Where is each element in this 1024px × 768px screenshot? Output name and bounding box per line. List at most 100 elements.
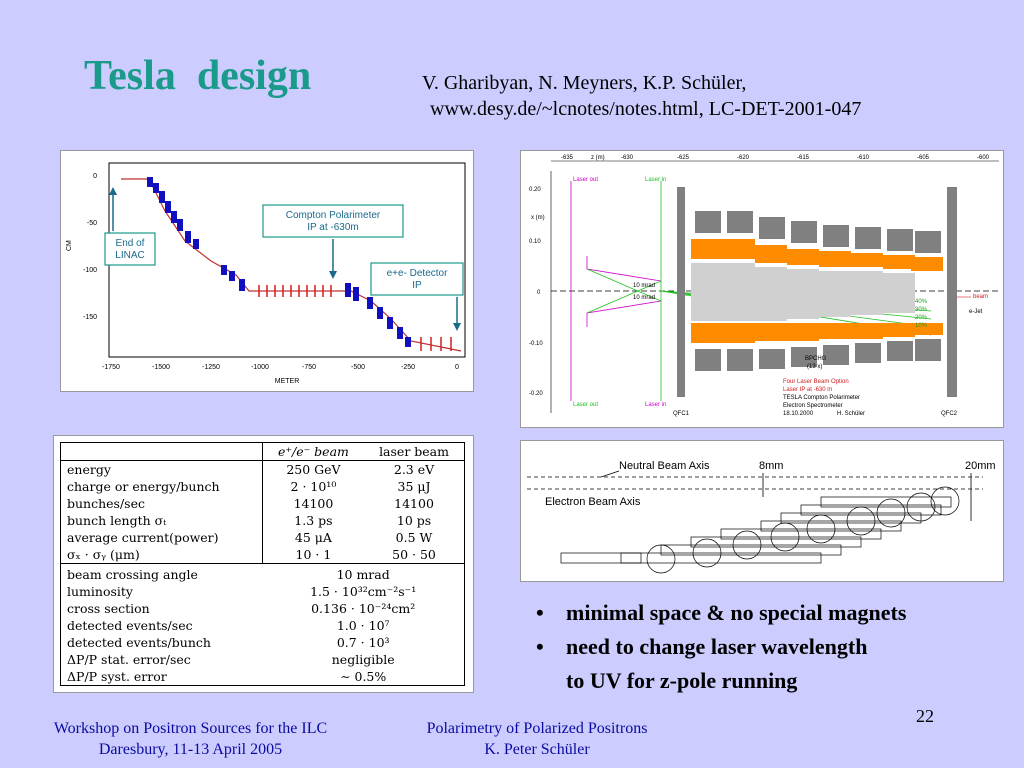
x-tick: -250 bbox=[401, 364, 415, 371]
svg-text:-635: -635 bbox=[561, 155, 574, 161]
bullet-list: • minimal space & no special magnets • nee… bbox=[536, 596, 906, 698]
table-row: luminosity 1.5 · 10³²cm⁻²s⁻¹ bbox=[61, 583, 464, 600]
table-cell: 1.3 ps bbox=[261, 512, 365, 529]
bullet-continuation: to UV for z-pole running bbox=[566, 668, 798, 693]
top-ticks: -635 z (m) -630 -625 -620 -615 -610 -605… bbox=[561, 155, 990, 161]
footer-location: Daresbury, 11-13 April 2005 bbox=[98, 741, 283, 758]
angle-label: 10 mrad bbox=[633, 283, 655, 289]
table-row: σₓ · σᵧ (μm) 10 · 1 50 · 50 bbox=[61, 546, 464, 564]
table-row: detected events/bunch 0.7 · 10³ bbox=[61, 634, 464, 651]
footer-speaker: K. Peter Schüler bbox=[484, 741, 590, 758]
caption-red: Four Laser Beam Option bbox=[783, 379, 849, 385]
table-cell: beam crossing angle bbox=[67, 567, 198, 582]
table-cell: cross section bbox=[67, 601, 150, 616]
table-row: bunch length σₜ 1.3 ps 10 ps bbox=[61, 512, 464, 529]
detector-strips bbox=[560, 486, 960, 574]
table-cell: 14100 bbox=[394, 496, 434, 511]
magnet-blocks bbox=[147, 177, 411, 347]
svg-text:-605: -605 bbox=[917, 155, 930, 161]
svg-text:-0.10: -0.10 bbox=[529, 341, 543, 347]
parameter-table: e⁺/e⁻ beam laser beam energy 250 GeV 2.3 e… bbox=[61, 443, 464, 685]
table-cell: 2 · 10¹⁰ bbox=[261, 478, 365, 495]
caption: H. Schüler bbox=[837, 411, 865, 417]
table-row: bunches/sec 14100 14100 bbox=[61, 495, 464, 512]
dipole-magnets bbox=[691, 211, 943, 371]
table-cell: bunches/sec bbox=[67, 496, 145, 511]
table-header: laser beam bbox=[379, 444, 449, 459]
quad-label: QFC1 bbox=[673, 411, 690, 417]
svg-text:Laser in: Laser in bbox=[645, 177, 666, 183]
x-tick: -1500 bbox=[152, 364, 170, 371]
svg-text:0.20: 0.20 bbox=[529, 187, 541, 193]
laser-labels: Laser out Laser in Laser out Laser in bbox=[573, 177, 666, 408]
polarimeter-label: Compton Polarimeter bbox=[286, 210, 381, 221]
quad-yoke-right bbox=[947, 187, 957, 397]
detector-box bbox=[370, 262, 464, 296]
caption: Electron Spectrometer bbox=[783, 403, 843, 409]
linac-label: End of bbox=[116, 238, 145, 249]
page-number: 22 bbox=[916, 706, 934, 726]
page-title: Tesla design bbox=[84, 53, 312, 99]
svg-text:-0.20: -0.20 bbox=[529, 391, 543, 397]
table-header: e⁺/e⁻ beam bbox=[261, 443, 365, 461]
table-cell: average current(power) bbox=[67, 530, 219, 545]
bullet-item: • minimal space & no special magnets bbox=[536, 600, 907, 625]
y-axis-label: CM bbox=[66, 240, 73, 251]
dim-8mm: 8mm bbox=[759, 460, 783, 472]
x-tick: -1000 bbox=[251, 364, 269, 371]
svg-text:z (m): z (m) bbox=[591, 155, 605, 161]
ejet-label: e-Jet bbox=[969, 309, 983, 315]
table-cell: 14100 bbox=[261, 495, 365, 512]
magnet-label: (13 x) bbox=[807, 364, 822, 370]
detector-geometry-figure: Neutral Beam Axis Electron Beam Axis 8mm… bbox=[520, 440, 1004, 582]
table-row: average current(power) 45 μA 0.5 W bbox=[61, 529, 464, 546]
caption: 18.10.2000 bbox=[783, 411, 814, 417]
bullet-item: • need to change laser wavelength bbox=[536, 634, 868, 659]
caption: TESLA Compton Polarimeter bbox=[783, 395, 860, 401]
y-tick: -50 bbox=[87, 220, 97, 227]
detector-label: e+e- Detector bbox=[387, 268, 449, 279]
table-row: ΔP/P stat. error/sec negligible bbox=[61, 651, 464, 668]
svg-text:Laser out: Laser out bbox=[573, 402, 598, 408]
table-cell: charge or energy/bunch bbox=[67, 479, 220, 494]
beam-label: beam bbox=[973, 294, 988, 300]
linac-label: LINAC bbox=[115, 250, 144, 261]
footer-talk-title: Polarimetry of Polarized Positrons bbox=[426, 720, 648, 737]
percent-labels: 40% 30% 20% 10% bbox=[915, 299, 928, 329]
table-cell: energy bbox=[67, 462, 111, 477]
table-cell: ΔP/P stat. error/sec bbox=[67, 652, 191, 667]
table-cell: detected events/bunch bbox=[67, 635, 211, 650]
table-cell: ∼ 0.5% bbox=[340, 669, 387, 684]
table-cell: bunch length σₜ bbox=[67, 513, 167, 528]
x-tick: 0 bbox=[455, 364, 459, 371]
svg-text:-620: -620 bbox=[737, 155, 750, 161]
svg-text:20%: 20% bbox=[915, 315, 928, 321]
table-cell: 10 mrad bbox=[336, 567, 390, 582]
svg-text:-610: -610 bbox=[857, 155, 870, 161]
table-row: cross section 0.136 · 10⁻²⁴cm² bbox=[61, 600, 464, 617]
y-ticks: 0.20 0.10 0 -0.10 -0.20 bbox=[529, 187, 543, 397]
detector-label: IP bbox=[412, 280, 422, 291]
angle-label: 10 mrad bbox=[633, 295, 655, 301]
footer-workshop: Workshop on Positron Sources for the ILC bbox=[53, 720, 328, 737]
table-cell: 2.3 eV bbox=[393, 462, 435, 477]
table-cell: 50 · 50 bbox=[392, 547, 436, 562]
table-row: detected events/sec 1.0 · 10⁷ bbox=[61, 617, 464, 634]
table-cell: 1.0 · 10⁷ bbox=[336, 618, 390, 633]
quad-label: QFC2 bbox=[941, 411, 958, 417]
magnet-label: BPCHG bbox=[805, 356, 827, 362]
y-tick: 0 bbox=[93, 173, 97, 180]
table-header-blank bbox=[61, 443, 262, 461]
svg-text:-615: -615 bbox=[797, 155, 810, 161]
table-cell: 45 μA bbox=[261, 529, 365, 546]
table-cell: 10 · 1 bbox=[261, 546, 365, 564]
dim-20mm: 20mm bbox=[965, 460, 996, 472]
svg-text:10%: 10% bbox=[915, 323, 928, 329]
table-cell: 10 ps bbox=[396, 513, 432, 528]
svg-text:0: 0 bbox=[537, 290, 541, 296]
polarimeter-label: IP at -630m bbox=[307, 222, 359, 233]
table-cell: 250 GeV bbox=[261, 460, 365, 478]
table-cell: negligible bbox=[331, 652, 395, 667]
table-row: beam crossing angle 10 mrad bbox=[61, 566, 464, 583]
author-credits: V. Gharibyan, N. Meyners, K.P. Schüler, … bbox=[422, 70, 861, 122]
